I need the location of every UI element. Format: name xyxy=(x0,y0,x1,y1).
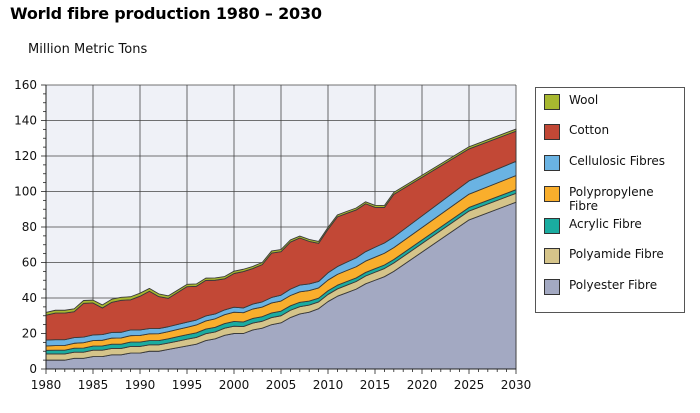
legend-label: Polyamide Fibre xyxy=(569,247,664,261)
y-tick-label: 120 xyxy=(14,149,37,163)
legend-swatch xyxy=(544,124,560,140)
x-tick-label: 1990 xyxy=(125,378,156,392)
y-axis-ticks: 0 20 40 60 80 100 120 140 160 xyxy=(14,78,46,376)
y-tick-label: 40 xyxy=(22,291,37,305)
legend-swatch xyxy=(544,279,560,295)
x-tick-label: 2015 xyxy=(360,378,391,392)
y-tick-label: 100 xyxy=(14,185,37,199)
legend-label: Acrylic Fibre xyxy=(569,217,642,231)
y-axis-unit-label: Million Metric Tons xyxy=(28,42,148,57)
y-tick-label: 0 xyxy=(29,362,37,376)
legend-swatch xyxy=(544,94,560,110)
x-tick-label: 2020 xyxy=(407,378,438,392)
x-tick-label: 2000 xyxy=(219,378,250,392)
x-tick-label: 1985 xyxy=(78,378,109,392)
legend-item-polypropylene-fibre: Polypropylene Fibre xyxy=(544,185,679,213)
legend-swatch xyxy=(544,186,560,202)
x-tick-label: 1995 xyxy=(172,378,203,392)
legend-label: Polypropylene Fibre xyxy=(569,185,654,213)
legend-item-cotton: Cotton xyxy=(544,123,679,140)
x-tick-label: 2010 xyxy=(313,378,344,392)
legend-label: Cotton xyxy=(569,123,610,137)
data-areas xyxy=(45,128,517,370)
x-tick-label: 2025 xyxy=(454,378,485,392)
y-tick-label: 80 xyxy=(22,220,37,234)
legend-item-cellulosic-fibres: Cellulosic Fibres xyxy=(544,154,679,171)
area-wool xyxy=(45,128,517,316)
y-tick-label: 160 xyxy=(14,78,37,92)
legend-label: Polyester Fibre xyxy=(569,278,658,292)
legend-item-wool: Wool xyxy=(544,93,679,110)
x-tick-label: 2005 xyxy=(266,378,297,392)
legend-item-acrylic-fibre: Acrylic Fibre xyxy=(544,217,679,234)
legend-swatch xyxy=(544,155,560,171)
y-tick-label: 20 xyxy=(22,327,37,341)
x-tick-label: 1980 xyxy=(31,378,62,392)
legend-item-polyester-fibre: Polyester Fibre xyxy=(544,278,679,295)
legend-label: Cellulosic Fibres xyxy=(569,154,665,168)
x-tick-label: 2030 xyxy=(501,378,532,392)
legend-swatch xyxy=(544,218,560,234)
chart-legend: Wool Cotton Cellulosic Fibres Polypropylene… xyxy=(535,87,685,313)
y-tick-label: 140 xyxy=(14,114,37,128)
page-title: World fibre production 1980 – 2030 xyxy=(10,4,322,23)
legend-label: Wool xyxy=(569,93,599,107)
legend-swatch xyxy=(544,248,560,264)
legend-item-polyamide-fibre: Polyamide Fibre xyxy=(544,247,679,264)
x-axis-ticks: 1980 1985 1990 1995 2000 2005 2010 2015 2020 2025… xyxy=(31,369,532,392)
y-tick-label: 60 xyxy=(22,256,37,270)
